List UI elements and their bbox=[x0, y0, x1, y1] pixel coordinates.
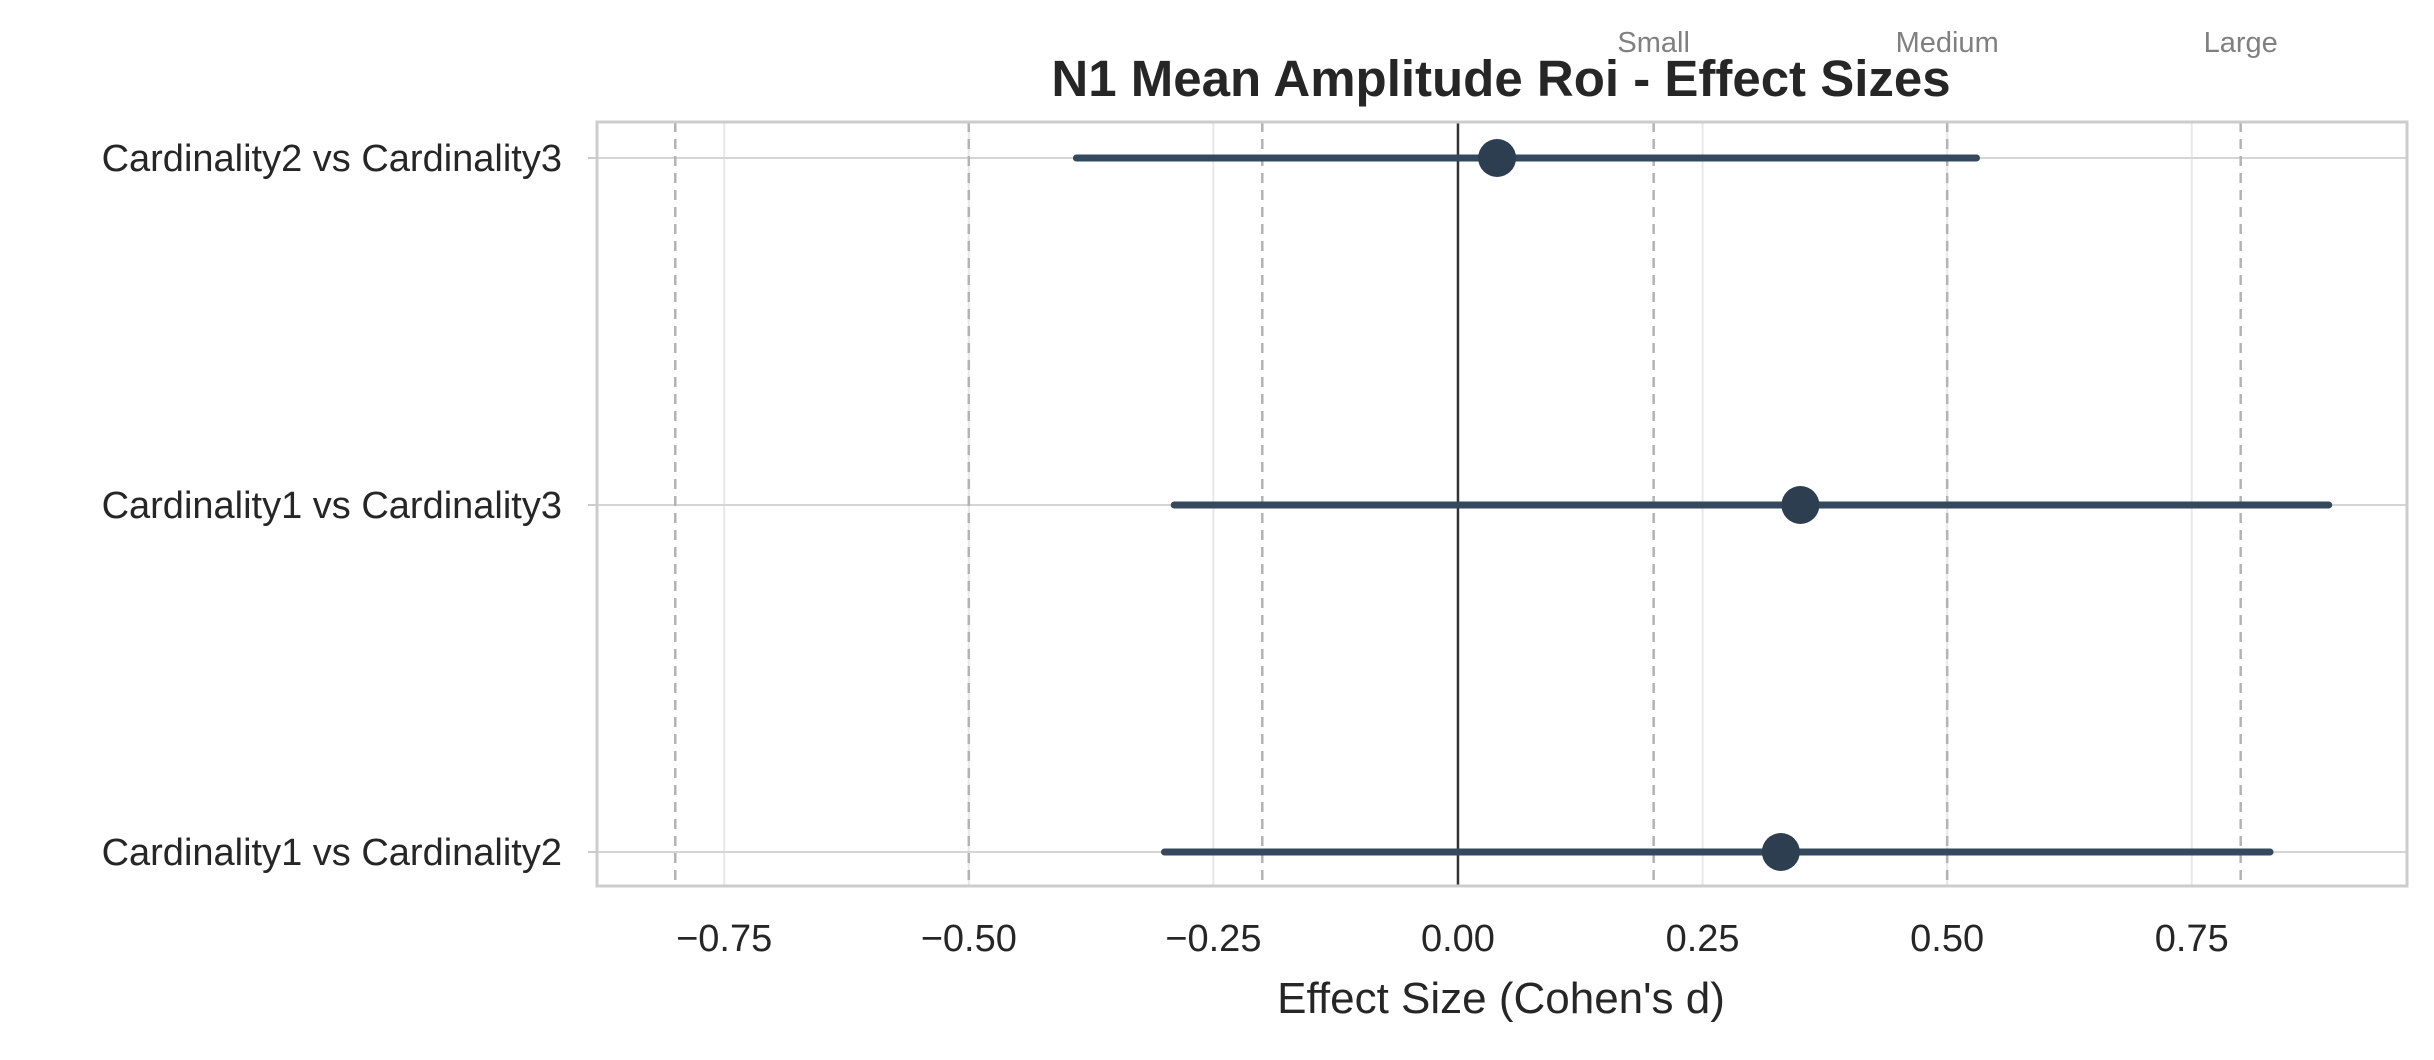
x-tick-label: −0.50 bbox=[921, 918, 1017, 960]
x-tick-label: −0.25 bbox=[1165, 918, 1261, 960]
x-tick-label: 0.00 bbox=[1421, 918, 1495, 960]
y-tick-label: Cardinality1 vs Cardinality2 bbox=[102, 832, 562, 874]
y-tick-label: Cardinality1 vs Cardinality3 bbox=[102, 485, 562, 527]
x-tick-label: 0.25 bbox=[1666, 918, 1740, 960]
effect-point bbox=[1761, 833, 1800, 871]
reference-label-small: Small bbox=[1617, 27, 1690, 59]
effect-point bbox=[1478, 139, 1517, 177]
y-tick-label: Cardinality2 vs Cardinality3 bbox=[102, 138, 562, 180]
data-marks bbox=[1072, 139, 2333, 871]
reference-lines: Small Medium Large bbox=[674, 27, 2278, 886]
effect-point bbox=[1781, 486, 1820, 524]
x-tick-label: 0.50 bbox=[1910, 918, 1984, 960]
x-tick-label: 0.75 bbox=[2155, 918, 2229, 960]
x-axis-label: Effect Size (Cohen's d) bbox=[1277, 974, 1725, 1023]
reference-label-medium: Medium bbox=[1896, 27, 1999, 59]
x-tick-label: −0.75 bbox=[676, 918, 772, 960]
axes: Cardinality2 vs Cardinality3 Cardinality1… bbox=[102, 120, 2409, 960]
reference-label-large: Large bbox=[2204, 27, 2278, 59]
chart-title: N1 Mean Amplitude Roi - Effect Sizes bbox=[1051, 50, 1950, 107]
